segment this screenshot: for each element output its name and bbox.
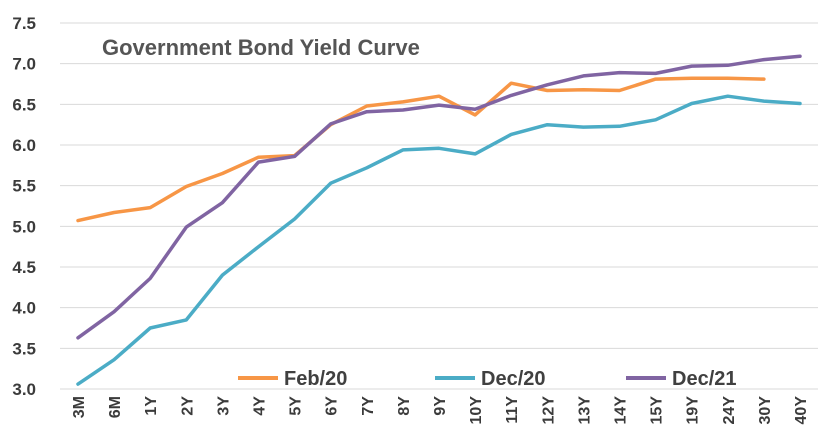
chart-title: Government Bond Yield Curve [102, 35, 420, 60]
x-tick-label: 10Y [468, 396, 485, 425]
legend: Feb/20 Dec/20 Dec/21 [238, 368, 737, 390]
x-tick-label: 12Y [540, 396, 557, 425]
x-tick-label: 13Y [576, 396, 593, 425]
x-tick-label: 11Y [504, 396, 521, 424]
x-tick-label: 1Y [143, 396, 160, 416]
y-tick-label: 7.5 [12, 14, 36, 33]
x-tick-label: 19Y [685, 396, 702, 425]
x-tick-label: 14Y [612, 396, 629, 425]
y-tick-label: 5.5 [12, 177, 36, 196]
x-tick-label: 30Y [757, 396, 774, 425]
series-line-1 [76, 76, 766, 223]
legend-label: Dec/21 [672, 368, 737, 390]
x-tick-label: 9Y [432, 396, 449, 416]
x-tick-label: 2Y [179, 396, 196, 416]
series-line-3 [76, 54, 802, 340]
x-axis-tick-labels: 3M 6M 1Y 2Y 3Y 4Y 5Y 6Y 7Y 8Y 9Y 10Y 11Y 12Y 13Y 14Y 15Y… [71, 396, 810, 425]
y-axis-tick-labels: 3.0 3.5 4.0 4.5 5.0 5.5 6.0 6.5 7.0 7.5 [12, 14, 36, 399]
x-tick-label: 3M [71, 396, 88, 418]
legend-label: Feb/20 [284, 368, 347, 390]
x-tick-label: 8Y [396, 396, 413, 416]
y-tick-label: 3.5 [12, 339, 36, 358]
x-tick-label: 4Y [252, 396, 269, 416]
x-tick-label: 15Y [649, 396, 666, 425]
x-tick-label: 5Y [288, 396, 305, 416]
legend-label: Dec/20 [481, 368, 546, 390]
x-tick-label: 6M [107, 396, 124, 418]
y-tick-label: 4.0 [12, 299, 36, 318]
series-lines [76, 54, 802, 386]
y-tick-label: 6.5 [12, 95, 36, 114]
x-tick-label: 6Y [324, 396, 341, 416]
x-tick-label: 24Y [721, 396, 738, 425]
y-tick-label: 5.0 [12, 217, 36, 236]
y-tick-label: 4.5 [12, 258, 36, 277]
x-tick-label: 7Y [360, 396, 377, 416]
y-tick-label: 6.0 [12, 136, 36, 155]
series-line-2 [76, 94, 802, 386]
x-tick-label: 3Y [215, 396, 232, 416]
y-tick-label: 3.0 [12, 380, 36, 399]
y-tick-label: 7.0 [12, 55, 36, 74]
x-tick-label: 40Y [793, 396, 810, 425]
